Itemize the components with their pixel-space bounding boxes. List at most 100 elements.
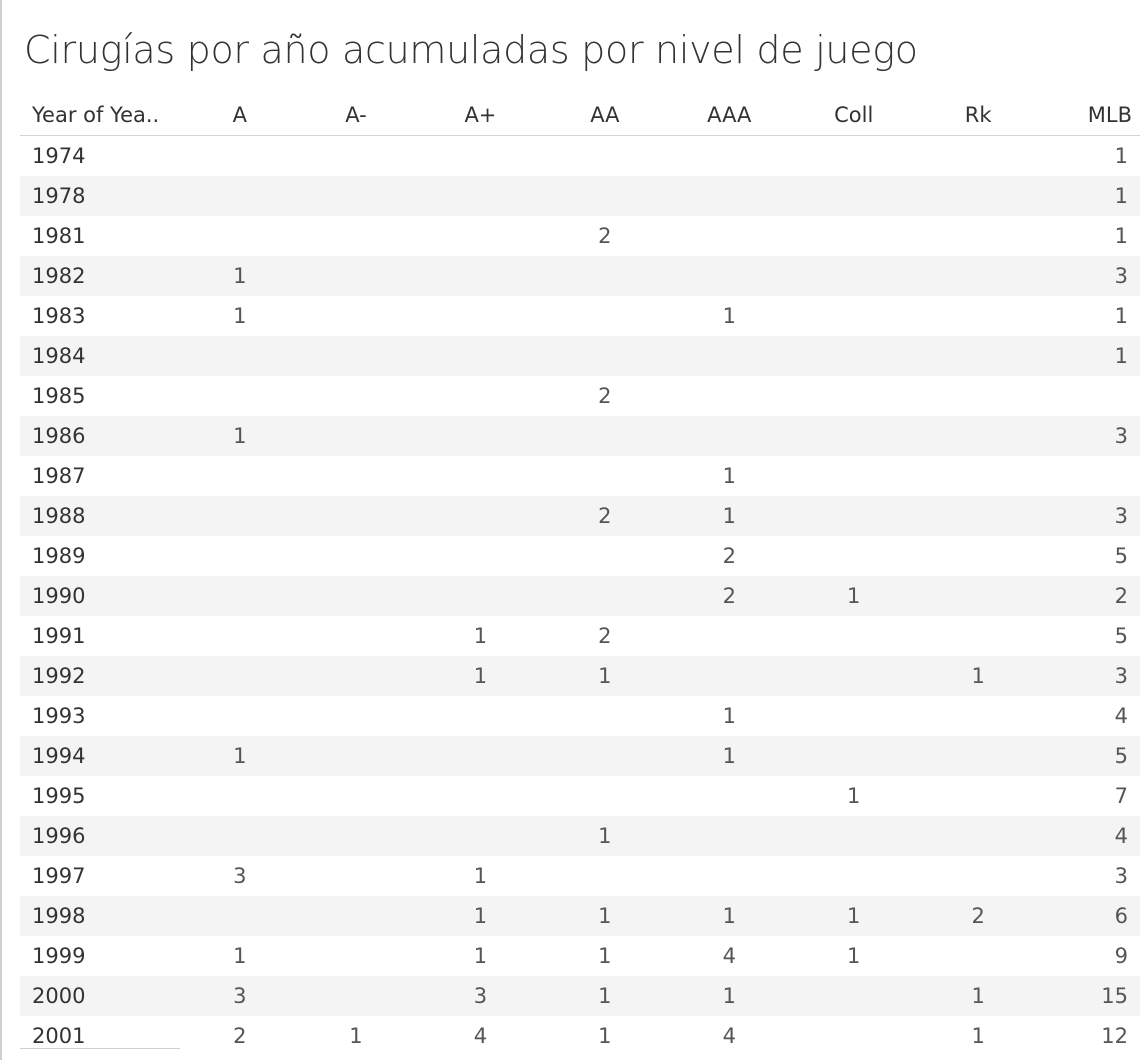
table-cell[interactable] [792, 616, 916, 656]
table-cell[interactable] [792, 696, 916, 736]
table-cell[interactable] [667, 256, 792, 296]
table-cell[interactable]: 2 [233, 1024, 247, 1048]
table-cell[interactable]: 1 [598, 944, 612, 968]
table-cell[interactable] [418, 296, 542, 336]
row-label-year[interactable]: 1989 [32, 544, 86, 568]
row-label-year[interactable]: 1981 [32, 224, 86, 248]
table-cell[interactable] [916, 616, 1040, 656]
table-cell[interactable] [916, 776, 1040, 816]
table-cell[interactable] [667, 776, 791, 816]
table-cell[interactable] [185, 896, 294, 936]
table-cell[interactable] [294, 136, 418, 177]
table-cell[interactable] [915, 736, 1041, 776]
table-cell[interactable] [916, 696, 1040, 736]
table-cell[interactable]: 1 [971, 1024, 985, 1048]
table-cell[interactable] [542, 576, 668, 616]
table-cell[interactable] [915, 816, 1041, 856]
table-cell[interactable] [293, 816, 419, 856]
table-cell[interactable] [916, 376, 1040, 416]
table-cell[interactable]: 4 [1114, 704, 1128, 728]
table-cell[interactable]: 3 [1114, 864, 1128, 888]
table-cell[interactable] [543, 856, 667, 896]
table-cell[interactable] [667, 136, 791, 177]
table-cell[interactable]: 1 [233, 304, 247, 328]
table-cell[interactable]: 1 [1114, 304, 1128, 328]
table-cell[interactable] [667, 176, 792, 216]
table-cell[interactable] [418, 496, 543, 536]
table-cell[interactable]: 2 [598, 624, 612, 648]
table-cell[interactable]: 1 [473, 944, 488, 968]
table-cell[interactable] [185, 656, 294, 696]
table-cell[interactable] [915, 576, 1041, 616]
table-cell[interactable] [916, 456, 1040, 496]
table-cell[interactable] [791, 976, 916, 1016]
table-cell[interactable]: 1 [791, 576, 916, 616]
column-header-coll[interactable]: Coll [791, 94, 916, 136]
table-cell[interactable] [667, 376, 791, 416]
table-cell[interactable] [792, 136, 916, 177]
table-cell[interactable]: 1 [185, 736, 294, 776]
table-cell[interactable]: 4 [473, 1024, 488, 1048]
table-cell[interactable] [915, 336, 1041, 376]
table-cell[interactable]: 1 [1114, 144, 1128, 168]
table-cell[interactable] [418, 816, 543, 856]
table-cell[interactable] [293, 496, 419, 536]
table-cell[interactable]: 1 [791, 896, 916, 936]
table-cell[interactable] [667, 656, 792, 696]
table-cell[interactable]: 2 [915, 896, 1041, 936]
table-cell[interactable]: 1 [349, 1024, 363, 1048]
table-cell[interactable]: 1 [667, 896, 792, 936]
table-cell[interactable] [916, 216, 1040, 256]
table-cell[interactable] [791, 256, 916, 296]
table-cell[interactable] [418, 696, 542, 736]
table-cell[interactable]: 1 [542, 896, 668, 936]
table-cell[interactable] [542, 256, 668, 296]
row-label-year[interactable]: 1997 [32, 864, 86, 888]
row-label-year[interactable]: 1986 [20, 416, 186, 456]
table-cell[interactable] [792, 296, 916, 336]
table-cell[interactable] [915, 416, 1041, 456]
table-cell[interactable] [418, 336, 543, 376]
table-cell[interactable] [791, 816, 916, 856]
table-cell[interactable] [185, 336, 294, 376]
table-cell[interactable] [667, 816, 792, 856]
row-label-year[interactable]: 1990 [20, 576, 186, 616]
table-cell[interactable]: 1 [185, 416, 294, 456]
table-cell[interactable]: 3 [1040, 416, 1140, 456]
column-header-aminus[interactable]: A- [293, 94, 419, 136]
table-cell[interactable] [186, 536, 294, 576]
table-cell[interactable] [294, 296, 418, 336]
table-cell[interactable] [792, 856, 916, 896]
table-cell[interactable]: 2 [722, 544, 736, 568]
table-cell[interactable] [791, 416, 916, 456]
table-cell[interactable]: 3 [1040, 656, 1140, 696]
table-cell[interactable] [294, 456, 418, 496]
column-header-mlb[interactable]: MLB [1040, 94, 1140, 136]
table-cell[interactable]: 1 [667, 736, 792, 776]
table-cell[interactable] [294, 216, 418, 256]
table-cell[interactable] [667, 216, 791, 256]
table-cell[interactable]: 7 [1114, 784, 1128, 808]
table-cell[interactable] [294, 696, 418, 736]
table-cell[interactable]: 5 [1114, 624, 1128, 648]
table-cell[interactable]: 1 [722, 304, 736, 328]
table-cell[interactable]: 1 [722, 704, 736, 728]
table-cell[interactable]: 15 [1040, 976, 1140, 1016]
table-cell[interactable] [294, 856, 418, 896]
table-cell[interactable] [294, 776, 418, 816]
table-cell[interactable] [294, 536, 418, 576]
table-cell[interactable] [418, 136, 542, 177]
column-header-aaa[interactable]: AAA [667, 94, 792, 136]
table-cell[interactable] [186, 376, 294, 416]
table-cell[interactable] [791, 656, 916, 696]
table-cell[interactable] [418, 776, 542, 816]
table-cell[interactable]: 1 [847, 944, 861, 968]
table-cell[interactable] [185, 496, 294, 536]
table-cell[interactable]: 1 [542, 656, 668, 696]
table-cell[interactable]: 2 [598, 384, 612, 408]
table-cell[interactable] [186, 616, 294, 656]
table-cell[interactable] [418, 256, 543, 296]
table-cell[interactable] [294, 936, 418, 976]
table-cell[interactable] [791, 336, 916, 376]
column-header-a[interactable]: A [185, 94, 294, 136]
